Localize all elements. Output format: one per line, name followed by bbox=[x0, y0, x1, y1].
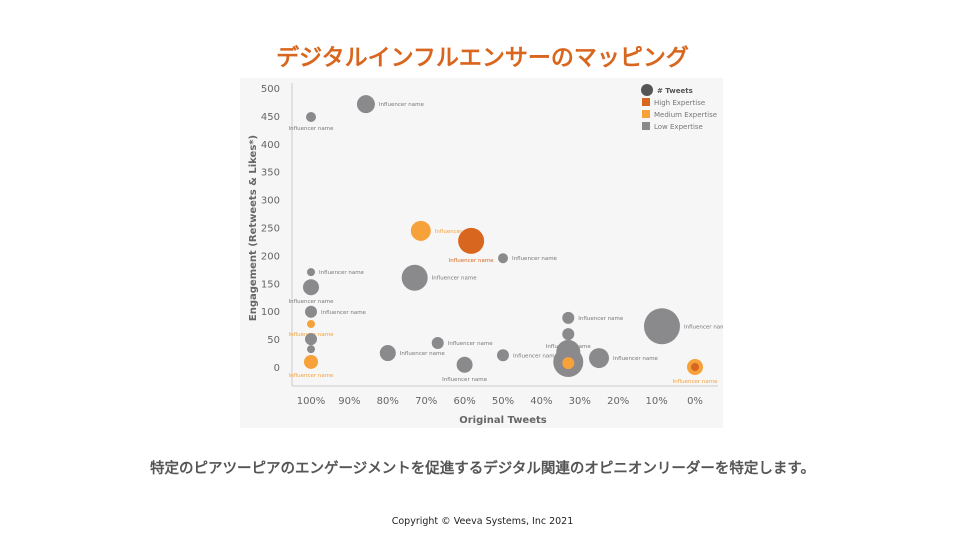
data-point bbox=[379, 345, 396, 362]
legend-swatch bbox=[642, 110, 650, 118]
data-point bbox=[691, 363, 699, 371]
data-point bbox=[356, 95, 375, 114]
point-label: Influencer name bbox=[442, 377, 488, 383]
y-tick-label: 350 bbox=[261, 168, 280, 179]
y-tick-label: 250 bbox=[261, 224, 280, 235]
point-label: Influencer name bbox=[321, 310, 367, 316]
subtitle: 特定のピアツーピアのエンゲージメントを促進するデジタル関連のオピニオンリーダーを… bbox=[150, 461, 815, 477]
x-tick-label: 20% bbox=[607, 396, 629, 407]
point-label: Influencer name bbox=[319, 270, 365, 276]
y-tick-label: 450 bbox=[261, 112, 280, 123]
point-label: Influencer name bbox=[435, 229, 481, 235]
legend-swatch bbox=[642, 122, 650, 130]
data-point bbox=[431, 337, 444, 350]
data-point bbox=[562, 357, 575, 370]
point-label: Influencer name bbox=[449, 258, 495, 264]
point-label: Influencer name bbox=[448, 341, 494, 347]
copyright: Copyright © Veeva Systems, Inc 2021 bbox=[391, 516, 574, 527]
y-tick-label: 400 bbox=[261, 140, 280, 151]
data-point bbox=[643, 308, 680, 345]
y-tick-label: 200 bbox=[261, 251, 280, 262]
legend-label: Low Expertise bbox=[654, 123, 703, 131]
data-point bbox=[458, 227, 485, 254]
y-tick-label: 150 bbox=[261, 279, 280, 290]
point-label: Influencer name bbox=[432, 276, 478, 282]
legend-label: High Expertise bbox=[654, 99, 705, 107]
y-tick-label: 100 bbox=[261, 307, 280, 318]
data-point bbox=[305, 333, 317, 346]
point-label: Influencer name bbox=[400, 351, 446, 357]
data-point bbox=[307, 268, 315, 277]
legend-size-label: # Tweets bbox=[657, 87, 693, 95]
legend-label: Medium Expertise bbox=[654, 111, 717, 119]
x-tick-label: 10% bbox=[645, 396, 667, 407]
y-tick-label: 0 bbox=[274, 363, 280, 374]
legend-swatch bbox=[642, 98, 650, 106]
data-point bbox=[307, 320, 315, 329]
point-label: Influencer name bbox=[289, 299, 335, 305]
y-tick-label: 50 bbox=[267, 335, 280, 346]
x-tick-label: 70% bbox=[415, 396, 437, 407]
x-axis-title: Original Tweets bbox=[459, 415, 547, 426]
y-axis-title: Engagement (Retweets & Likes*) bbox=[248, 135, 259, 321]
x-tick-label: 30% bbox=[569, 396, 591, 407]
data-point bbox=[305, 305, 317, 318]
data-point bbox=[410, 220, 431, 241]
point-label: Influencer name bbox=[379, 102, 425, 108]
point-label: Influencer name bbox=[673, 379, 719, 385]
y-tick-label: 300 bbox=[261, 196, 280, 207]
page-title: デジタルインフルエンサーのマッピング bbox=[276, 45, 689, 71]
y-tick-label: 500 bbox=[261, 84, 280, 95]
data-point bbox=[401, 264, 428, 291]
x-tick-label: 0% bbox=[687, 396, 703, 407]
data-point bbox=[303, 279, 319, 296]
point-label: Influencer name bbox=[512, 256, 558, 262]
data-point bbox=[497, 349, 509, 362]
data-point bbox=[562, 328, 575, 341]
x-tick-label: 100% bbox=[297, 396, 326, 407]
data-point bbox=[307, 345, 315, 354]
data-point bbox=[456, 356, 473, 373]
data-point bbox=[498, 253, 508, 264]
x-tick-label: 90% bbox=[338, 396, 360, 407]
x-tick-label: 80% bbox=[377, 396, 399, 407]
point-label: Influencer name bbox=[684, 324, 723, 330]
data-point bbox=[589, 348, 609, 369]
chart-panel: 500 450 400 350 300 250 200 150 100 50 0 100% 90% 80%… bbox=[240, 78, 730, 428]
data-point bbox=[304, 354, 318, 369]
point-label: Influencer name bbox=[289, 126, 335, 132]
point-label: Influencer name bbox=[289, 373, 335, 379]
x-tick-label: 60% bbox=[453, 396, 475, 407]
point-label: Influencer name bbox=[578, 316, 624, 322]
data-point bbox=[562, 311, 575, 324]
x-tick-label: 40% bbox=[530, 396, 552, 407]
point-label: Influencer name bbox=[513, 353, 559, 359]
data-point bbox=[306, 112, 316, 123]
point-label: Influencer name bbox=[613, 356, 659, 362]
legend-size-icon bbox=[641, 84, 653, 96]
x-tick-label: 50% bbox=[492, 396, 514, 407]
